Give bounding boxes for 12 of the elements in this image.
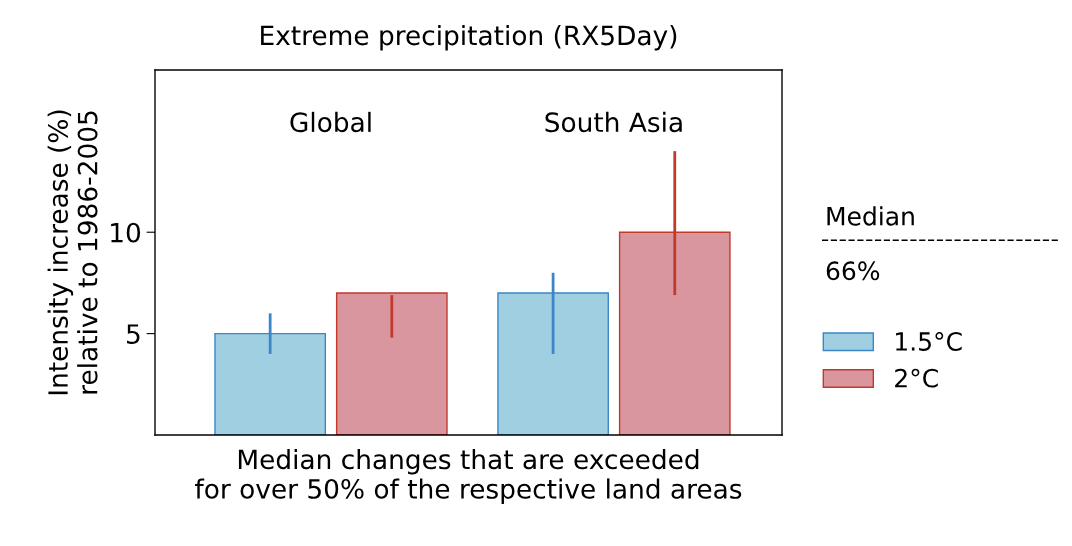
x-tick-label: South Asia <box>545 111 682 133</box>
text: Median <box>827 206 914 226</box>
y-tick-label: 10 <box>111 222 141 243</box>
y-axis-title: Intensity increase (%) relative to 1986-2005 <box>47 110 98 395</box>
x-axis-title: Median changes that are exceeded for over 50% of the respective land areas <box>195 448 742 504</box>
x-tick-label: Global <box>290 111 371 133</box>
chart-title: Extreme precipitation (RX5Day) <box>261 24 677 51</box>
text: 66% <box>826 261 880 281</box>
y-tick-label: 5 <box>127 324 140 345</box>
bar <box>335 292 448 435</box>
legend-label: 2°C <box>895 368 938 388</box>
legend-label: 1.5°C <box>896 332 962 351</box>
